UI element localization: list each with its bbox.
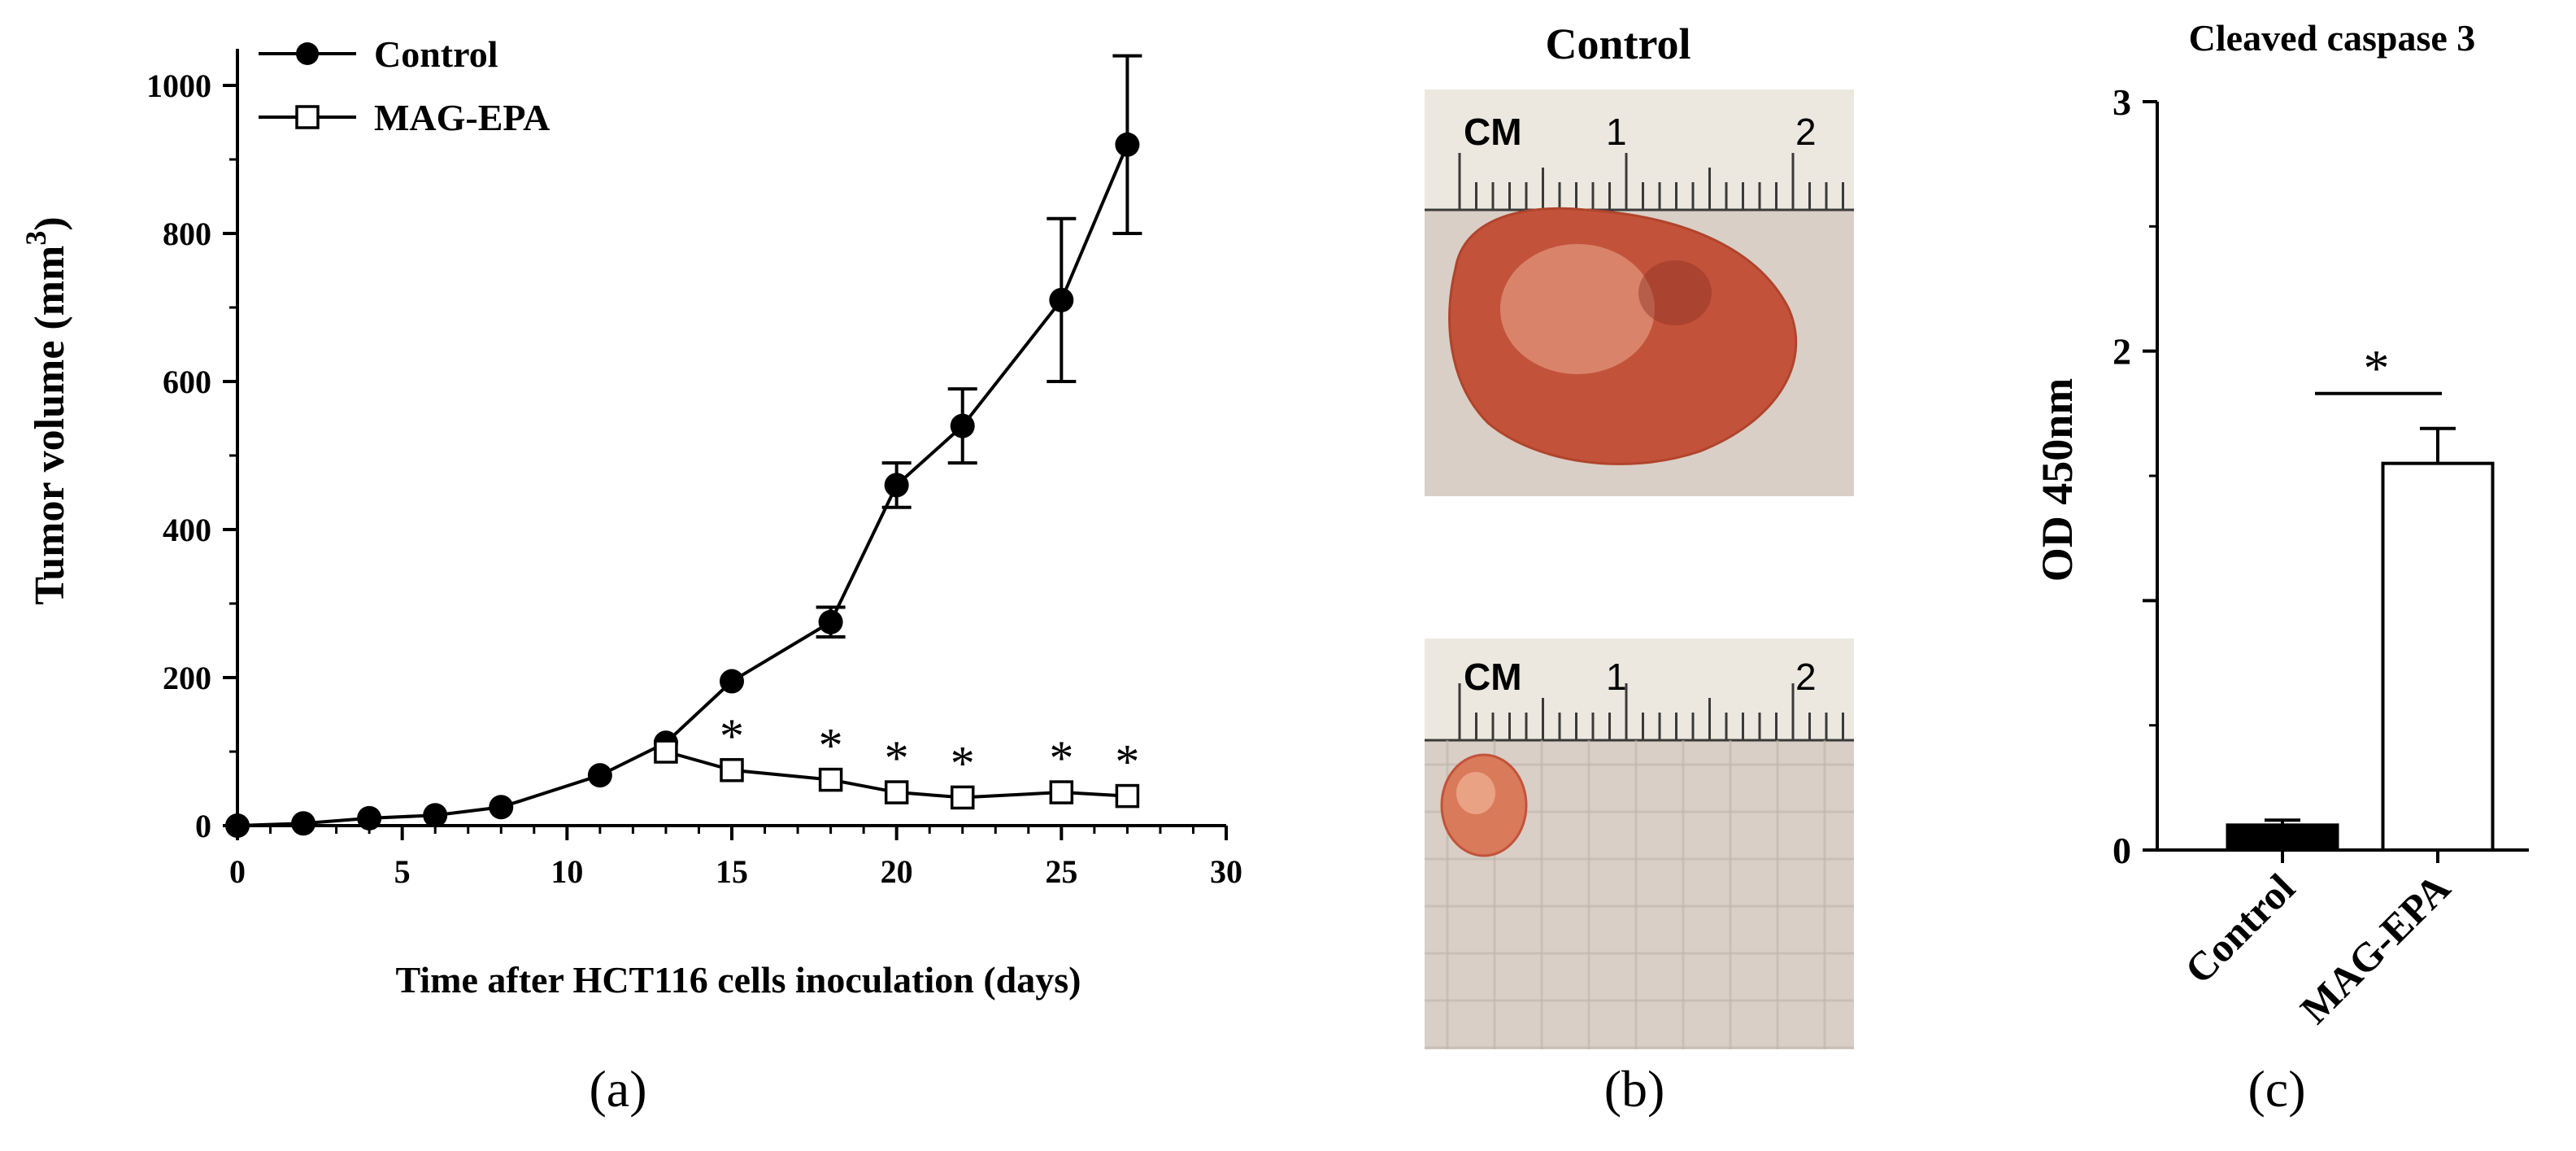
- x-tick-label: 30: [1210, 853, 1242, 890]
- significance-marker: *: [885, 731, 909, 785]
- small-tumor-highlight: [1456, 772, 1495, 814]
- ruler-cm-label: CM: [1464, 111, 1522, 153]
- control-point: [587, 763, 612, 788]
- control-series-line: [237, 144, 1129, 827]
- control-point: [423, 803, 448, 828]
- significance-marker: *: [2364, 339, 2390, 397]
- control-point: [720, 669, 744, 694]
- panel-a-label: (a): [589, 1060, 646, 1118]
- significance-marker: *: [720, 709, 744, 763]
- mag-epa-point: [950, 785, 975, 810]
- mag-epa-point: [720, 758, 744, 783]
- significance-marker: *: [1049, 731, 1073, 785]
- ruler-cm-label: CM: [1464, 656, 1522, 698]
- control-point: [950, 413, 975, 438]
- mag-epa-tumor-photo: CM 1 2: [1425, 639, 1854, 1049]
- x-tick-label: 0: [229, 853, 246, 890]
- chart-a-y-axis-label: Tumor volume (mm3): [20, 216, 73, 604]
- ruler-mark-2: 2: [1795, 656, 1817, 698]
- y-tick-label: 0: [195, 808, 211, 844]
- legend-mag-epa-label: MAG-EPA: [374, 97, 550, 138]
- y-tick-label: 600: [163, 364, 211, 400]
- ruler-mark-1: 1: [1606, 656, 1627, 698]
- x-tick-label: Control: [2176, 865, 2304, 992]
- chart-a-legend: Control MAG-EPA: [259, 33, 550, 138]
- control-point: [489, 795, 514, 820]
- legend-control-label: Control: [374, 33, 498, 75]
- control-point: [357, 805, 382, 831]
- panel-c-label: (c): [2247, 1060, 2305, 1118]
- y-tick-label: 2: [2113, 331, 2131, 373]
- x-tick-label: 25: [1045, 853, 1077, 890]
- y-tick-label: 800: [163, 216, 211, 252]
- chart-a-y-axis-label-main: Tumor volume (mm: [27, 246, 73, 605]
- chart-a-y-axis-label-exponent: 3: [20, 231, 52, 246]
- mag-epa-point: [654, 739, 678, 764]
- photo-title: Control: [1545, 20, 1690, 68]
- mag-epa-point: [1049, 780, 1074, 804]
- tumor-shadow: [1638, 260, 1712, 325]
- significance-marker: *: [819, 719, 843, 773]
- y-tick-label: 400: [163, 512, 211, 548]
- tumor-volume-chart: 0 5 10 15 20 25 30 0 200 400 600 800 1000 * * * * * * Tim…: [20, 33, 1242, 1118]
- control-tumor-photo: CM 1 2: [1425, 89, 1854, 496]
- panel-b-label: (b): [1604, 1060, 1665, 1118]
- chart-a-ticks: 0 5 10 15 20 25 30 0 200 400 600 800 1000: [146, 68, 1242, 890]
- legend-control-marker: [296, 42, 319, 65]
- ruler-top: [1425, 153, 1854, 211]
- control-point: [225, 813, 250, 838]
- chart-a-series: * * * * * *: [225, 54, 1142, 838]
- chart-a-y-axis-label-close: ): [27, 216, 73, 230]
- x-tick-label: 5: [394, 853, 411, 890]
- mag-epa-point: [1115, 783, 1140, 809]
- y-tick-label: 3: [2113, 81, 2131, 123]
- tumor-highlight: [1500, 244, 1655, 374]
- x-tick-label: 15: [716, 853, 748, 890]
- y-tick-label: 200: [163, 660, 211, 696]
- chart-c-title: Cleaved caspase 3: [2189, 17, 2476, 59]
- legend-mag-epa-marker: [295, 105, 320, 129]
- chart-a-x-axis-label: Time after HCT116 cells inoculation (day…: [396, 959, 1081, 1001]
- y-tick-label: 1000: [146, 68, 211, 104]
- significance-marker: *: [1115, 735, 1139, 789]
- ruler-mark-2: 2: [1795, 111, 1817, 153]
- control-point: [884, 473, 909, 498]
- y-tick-label: 0: [2113, 830, 2131, 871]
- significance-marker: *: [951, 736, 975, 790]
- x-tick-label: MAG-EPA: [2291, 865, 2459, 1032]
- ruler-bottom: [1425, 683, 1854, 742]
- mag-epa-point: [818, 767, 843, 792]
- mag-epa-point: [884, 780, 909, 804]
- mag-epa-bar: [2381, 461, 2495, 852]
- control-point: [1115, 132, 1140, 157]
- control-point: [818, 609, 843, 634]
- control-bar: [2226, 823, 2339, 852]
- x-tick-label: 10: [550, 853, 583, 890]
- chart-c-y-axis-label: OD 450nm: [2033, 378, 2082, 582]
- control-point: [291, 811, 316, 836]
- chart-c-bars: *: [2226, 339, 2495, 852]
- tumor-photo-panel: Control CM 1 2 CM 1 2 (b): [1425, 20, 1854, 1118]
- ruler-mark-1: 1: [1606, 111, 1627, 153]
- x-tick-label: 20: [881, 853, 913, 890]
- control-point: [1049, 287, 1074, 312]
